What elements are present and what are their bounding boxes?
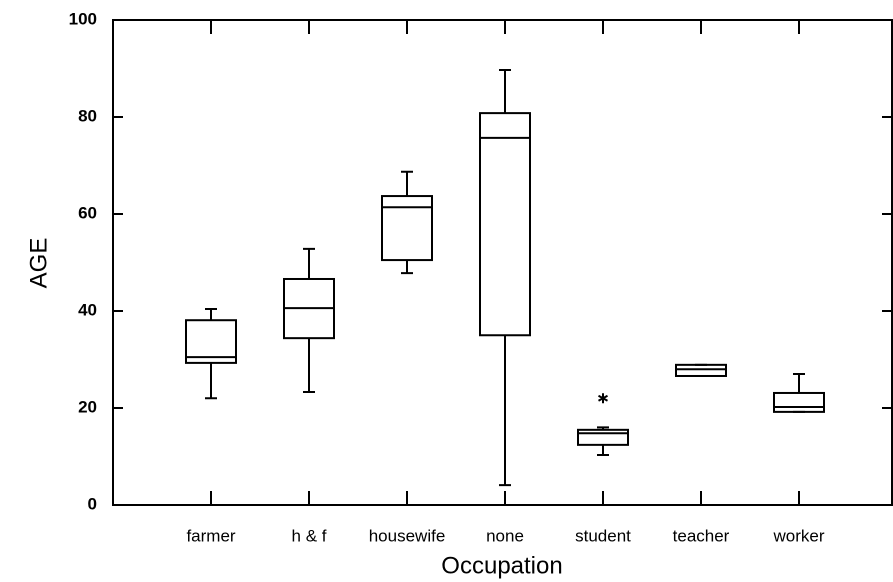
y-tick-label: 0 (88, 494, 97, 513)
x-tick-label: housewife (369, 526, 446, 545)
lower-whisker (499, 335, 511, 487)
outlier (598, 393, 608, 404)
upper-whisker (793, 373, 805, 393)
box (675, 363, 727, 377)
x-tick-label: farmer (186, 526, 235, 545)
plot-frame (112, 19, 893, 506)
y-tick-label: 20 (78, 397, 97, 416)
lower-whisker (597, 444, 609, 457)
upper-whisker (303, 247, 315, 279)
x-axis-label: Occupation (441, 552, 562, 579)
y-axis-label: AGE (25, 238, 52, 289)
y-tick-label: 40 (78, 300, 97, 319)
box (381, 195, 433, 262)
y-tick-label: 60 (78, 203, 97, 222)
box (773, 391, 825, 413)
upper-whisker (499, 68, 511, 114)
upper-whisker (401, 170, 413, 197)
y-tick-label: 80 (78, 106, 97, 125)
x-tick-label: teacher (673, 526, 730, 545)
upper-whisker (205, 308, 217, 321)
box (577, 428, 629, 446)
box (479, 112, 531, 337)
lower-whisker (401, 260, 413, 275)
x-tick-label: student (575, 526, 631, 545)
lower-whisker (205, 362, 217, 400)
y-tick-label: 100 (69, 9, 97, 28)
x-tick-label: worker (772, 526, 824, 545)
x-tick-label: h & f (292, 526, 327, 545)
x-tick-label: none (486, 526, 524, 545)
box (185, 319, 237, 364)
lower-whisker (303, 338, 315, 393)
